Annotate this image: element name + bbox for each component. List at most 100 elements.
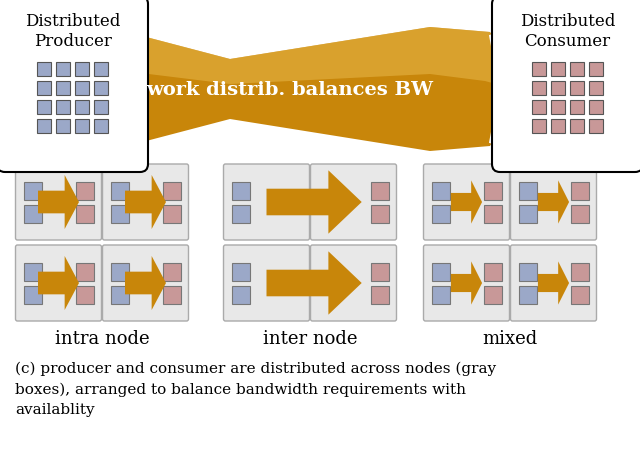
Bar — [24, 263, 42, 281]
FancyBboxPatch shape — [102, 165, 189, 241]
Bar — [570, 101, 584, 115]
FancyBboxPatch shape — [15, 246, 102, 321]
FancyBboxPatch shape — [310, 165, 397, 241]
Bar — [570, 120, 584, 134]
Text: work distrib. balances BW: work distrib. balances BW — [147, 81, 433, 99]
Text: Distributed
Consumer: Distributed Consumer — [520, 13, 615, 50]
FancyBboxPatch shape — [223, 246, 310, 321]
Bar — [37, 63, 51, 77]
Bar — [37, 120, 51, 134]
Bar — [589, 82, 603, 96]
Bar — [589, 101, 603, 115]
Bar — [570, 182, 589, 200]
Bar — [163, 263, 180, 281]
Bar — [111, 182, 129, 200]
Bar — [75, 82, 89, 96]
Bar — [518, 182, 536, 200]
Bar — [232, 182, 250, 200]
Bar — [24, 286, 42, 304]
Bar — [483, 286, 502, 304]
Bar — [551, 120, 565, 134]
Text: Distributed
Producer: Distributed Producer — [25, 13, 120, 50]
Polygon shape — [451, 181, 482, 224]
Bar — [532, 120, 546, 134]
Bar — [75, 101, 89, 115]
Bar — [76, 182, 93, 200]
Text: (c) producer and consumer are distributed across nodes (gray
boxes), arranged to: (c) producer and consumer are distribute… — [15, 361, 496, 416]
FancyBboxPatch shape — [223, 165, 310, 241]
Bar — [532, 63, 546, 77]
Bar — [570, 286, 589, 304]
Polygon shape — [538, 262, 569, 305]
Bar — [56, 101, 70, 115]
Bar — [76, 286, 93, 304]
Bar — [371, 205, 388, 223]
Bar — [532, 82, 546, 96]
Bar — [589, 120, 603, 134]
FancyBboxPatch shape — [102, 246, 189, 321]
Bar — [24, 205, 42, 223]
Bar — [163, 286, 180, 304]
FancyBboxPatch shape — [511, 246, 596, 321]
Bar — [94, 120, 108, 134]
Bar — [483, 182, 502, 200]
Bar — [163, 205, 180, 223]
Bar — [37, 101, 51, 115]
Bar — [163, 182, 180, 200]
Bar — [518, 205, 536, 223]
Polygon shape — [266, 171, 362, 234]
Bar — [76, 263, 93, 281]
FancyBboxPatch shape — [310, 246, 397, 321]
Bar — [232, 263, 250, 281]
Text: mixed: mixed — [483, 329, 538, 347]
Bar — [431, 182, 449, 200]
Bar — [551, 101, 565, 115]
Bar — [94, 63, 108, 77]
Bar — [371, 286, 388, 304]
Bar — [431, 263, 449, 281]
Bar — [56, 82, 70, 96]
Bar — [56, 120, 70, 134]
Polygon shape — [266, 252, 362, 315]
Bar — [37, 82, 51, 96]
Bar — [371, 182, 388, 200]
Bar — [532, 101, 546, 115]
Polygon shape — [108, 28, 522, 151]
Bar — [431, 205, 449, 223]
Bar — [111, 205, 129, 223]
Bar — [371, 263, 388, 281]
Bar — [589, 63, 603, 77]
Bar — [570, 263, 589, 281]
Bar — [111, 286, 129, 304]
FancyBboxPatch shape — [492, 0, 640, 173]
Bar — [570, 82, 584, 96]
Bar — [431, 286, 449, 304]
Bar — [94, 82, 108, 96]
FancyBboxPatch shape — [0, 0, 148, 173]
Bar — [111, 263, 129, 281]
Bar — [232, 286, 250, 304]
Polygon shape — [108, 28, 507, 88]
Polygon shape — [538, 181, 569, 224]
Bar — [551, 82, 565, 96]
Text: intra node: intra node — [54, 329, 149, 347]
Bar — [232, 205, 250, 223]
Text: inter node: inter node — [263, 329, 357, 347]
Bar — [94, 101, 108, 115]
Polygon shape — [125, 257, 166, 310]
Bar — [483, 205, 502, 223]
Bar — [483, 263, 502, 281]
Bar — [75, 120, 89, 134]
FancyBboxPatch shape — [15, 165, 102, 241]
Polygon shape — [38, 257, 79, 310]
Polygon shape — [451, 262, 482, 305]
Bar — [570, 63, 584, 77]
Bar — [75, 63, 89, 77]
Bar — [24, 182, 42, 200]
Bar — [570, 205, 589, 223]
Bar — [56, 63, 70, 77]
FancyBboxPatch shape — [424, 165, 509, 241]
FancyBboxPatch shape — [511, 165, 596, 241]
Polygon shape — [125, 176, 166, 230]
Bar — [518, 286, 536, 304]
